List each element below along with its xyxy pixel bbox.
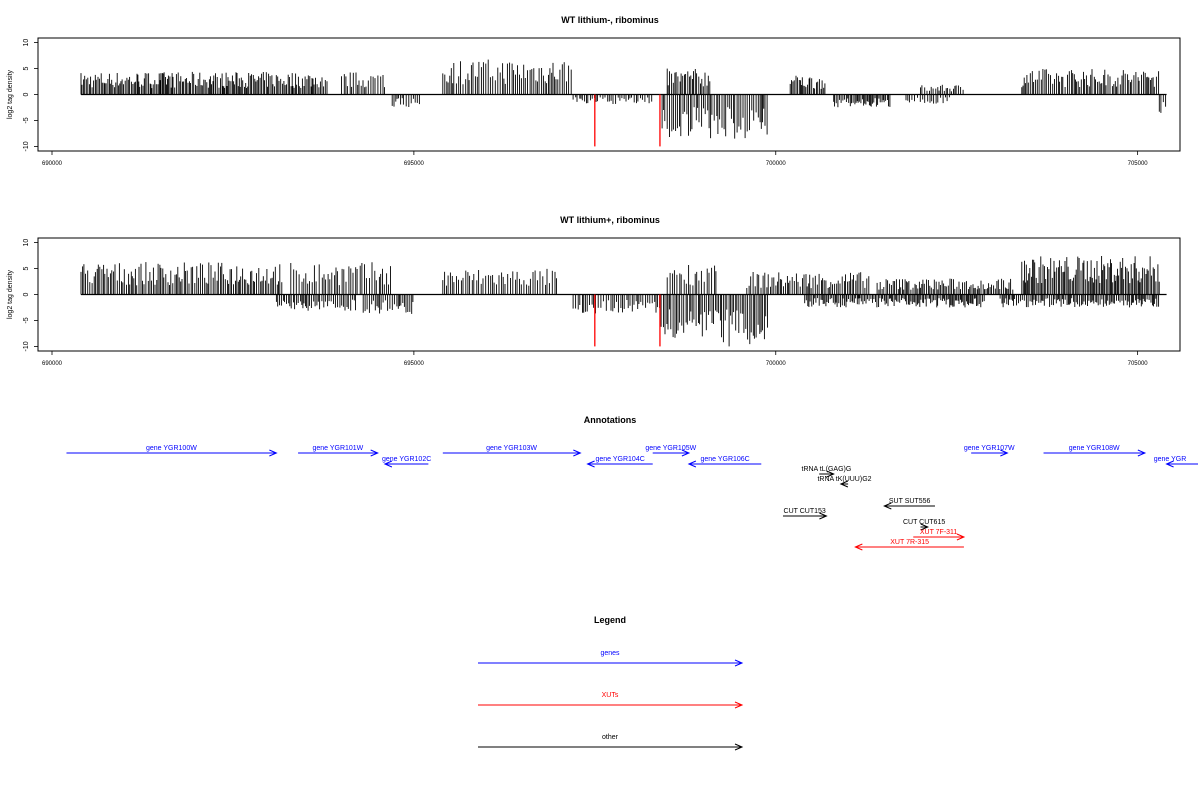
annotation-feature: gene YGR [1154,456,1198,468]
y-tick-label: -10 [23,141,30,151]
feature-label: gene YGR102C [382,456,431,463]
feature-arrow-head [1137,449,1147,457]
annotation-feature: gene YGR108W [1043,445,1147,457]
feature-label: XUT 7R-315 [890,539,929,546]
legend-entries: genes XUTs other [478,650,744,751]
y-tick-label: -5 [23,317,30,323]
legend-label: XUTs [602,692,619,699]
legend-entry: other [478,734,744,751]
feature-label: gene YGR101W [312,445,363,452]
legend-label: genes [600,650,620,657]
feature-label: gene YGR103W [486,445,537,452]
feature-label: XUT 7F-311 [920,529,958,536]
feature-arrow-head [920,523,930,531]
feature-label: gene YGR108W [1069,445,1120,452]
feature-arrow-head [839,480,849,488]
y-tick-label: -10 [23,341,30,351]
annotations-title: Annotations [584,415,637,425]
annotation-feature: gene YGR107W [964,445,1015,457]
feature-arrow-head [370,449,379,457]
chart-title: WT lithium-, ribominus [561,15,659,25]
feature-arrow-head [383,460,393,468]
y-tick-label: -5 [23,117,30,123]
track-panel-lithium-plus: WT lithium+, ribominus log2 tag density -1… [7,215,1181,367]
feature-label: SUT SUT556 [889,498,931,505]
legend-title: Legend [594,615,626,625]
feature-label: tRNA tK(UUU)G2 [817,476,871,483]
feature-label: gene YGR [1154,456,1187,463]
feature-label: gene YGR104C [595,456,644,463]
annotation-feature: gene YGR101W [298,445,379,457]
annotation-feature: gene YGR105W [645,445,697,457]
y-tick-label: 5 [23,67,30,71]
legend-label: other [602,734,619,741]
feature-label: gene YGR107W [964,445,1015,452]
x-tick-label: 700000 [766,361,787,367]
feature-label: CUT CUT615 [903,519,945,526]
x-tick-label: 690000 [42,361,63,367]
x-tick-label: 695000 [404,361,425,367]
feature-label: gene YGR106C [700,456,749,463]
y-axis-label: log2 tag density [7,269,14,319]
y-tick-label: 10 [23,39,30,47]
feature-arrow-head [956,533,966,541]
x-tick-label: 695000 [404,161,425,167]
feature-label: gene YGR100W [146,445,197,452]
feature-arrow-head [269,449,278,457]
legend-arrow-head [734,743,744,751]
y-axis-label: log2 tag density [7,69,14,119]
feature-arrow-head [681,449,691,457]
x-tick-label: 705000 [1128,161,1149,167]
legend-entry: genes [478,650,744,667]
annotation-feature: gene YGR103W [442,445,582,457]
annotation-feature: gene YGR100W [66,445,278,457]
feature-arrow-head [854,543,863,551]
x-tick-label: 690000 [42,161,63,167]
annotation-feature: XUT 7R-315 [854,539,964,551]
x-tick-label: 705000 [1128,361,1149,367]
annotation-feature: CUT CUT153 [782,508,828,520]
feature-arrow-head [819,512,828,520]
feature-arrow-head [826,470,835,478]
feature-arrow-head [586,460,595,468]
feature-label: CUT CUT153 [784,508,826,515]
annotation-tracks: gene YGR100W gene YGR101W gene YGR102C gene… [66,445,1198,551]
track-panel-lithium-minus: WT lithium-, ribominus log2 tag density -1… [7,15,1181,167]
feature-arrow-head [1000,449,1009,457]
y-tick-label: 0 [23,92,30,96]
y-tick-label: 10 [23,239,30,247]
legend-arrow-head [734,659,744,667]
signal-bars [80,59,1167,139]
signal-bars [80,256,1160,347]
annotation-feature: gene YGR106C [687,456,762,468]
legend-arrow-head [734,701,744,709]
feature-label: tRNA tL(GAG)G [802,466,852,473]
feature-arrow-head [1165,460,1174,468]
annotation-feature: CUT CUT615 [903,519,945,531]
annotation-feature: gene YGR102C [382,456,431,468]
y-tick-label: 5 [23,267,30,271]
feature-arrow-head [573,449,582,457]
legend-entry: XUTs [478,692,744,709]
annotation-feature: gene YGR104C [586,456,653,468]
annotation-feature: XUT 7F-311 [913,529,966,541]
feature-arrow-head [883,502,892,510]
x-tick-label: 700000 [766,161,787,167]
chart-title: WT lithium+, ribominus [560,215,660,225]
annotation-feature: tRNA tK(UUU)G2 [817,476,872,488]
annotation-feature: tRNA tL(GAG)G [802,466,852,478]
feature-label: gene YGR105W [645,445,696,452]
annotation-feature: SUT SUT556 [883,498,935,510]
y-tick-label: 0 [23,292,30,296]
feature-arrow-head [687,460,697,468]
